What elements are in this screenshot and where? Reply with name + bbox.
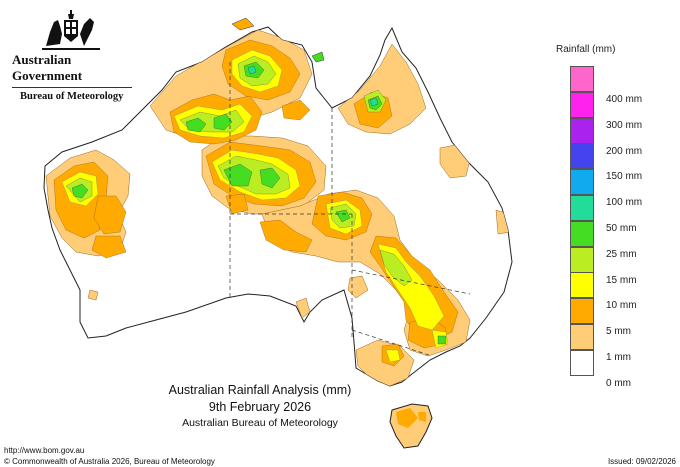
legend-title: Rainfall (mm) <box>556 44 616 55</box>
rainfall-layers <box>45 29 511 386</box>
copyright-notice: © Commonwealth of Australia 2026, Bureau… <box>4 457 215 466</box>
legend-label: 100 mm <box>606 197 643 209</box>
legend-label: 5 mm <box>606 326 631 338</box>
caption-source: Australian Bureau of Meteorology <box>182 417 338 429</box>
legend-label: 15 mm <box>606 274 637 286</box>
caption-date: 9th February 2026 <box>208 400 312 414</box>
tiwi-island-rain <box>231 17 255 31</box>
legend-label: 300 mm <box>606 119 643 131</box>
logo-divider <box>12 87 132 88</box>
coat-of-arms-icon <box>41 10 100 50</box>
legend-swatch <box>570 143 594 170</box>
government-logo: Australian Government Bureau of Meteorol… <box>8 8 133 102</box>
legend-label: 1 mm <box>606 352 631 363</box>
legend-label: 10 mm <box>606 300 637 312</box>
legend-label: 25 mm <box>606 248 637 260</box>
issued-date: Issued: 09/02/2026 <box>607 457 676 466</box>
legend-label: 150 mm <box>606 171 643 183</box>
tasmania-rain-5mm <box>396 408 418 428</box>
legend-swatch <box>570 324 594 350</box>
caption-title: Australian Rainfall Analysis (mm) <box>168 383 352 397</box>
legend-label: 400 mm <box>606 94 643 105</box>
legend-swatch <box>570 66 594 92</box>
map-caption: Australian Rainfall Analysis (mm) 9th Fe… <box>140 383 380 429</box>
legend-swatch <box>570 298 594 325</box>
legend-swatch <box>570 195 594 221</box>
website-link[interactable]: http://www.bom.gov.au <box>4 446 85 455</box>
legend-swatch <box>570 349 594 376</box>
agency-name: Bureau of Meteorology <box>20 91 124 102</box>
legend-swatch <box>570 91 594 118</box>
legend-swatch <box>570 220 594 247</box>
legend-swatch <box>570 169 594 196</box>
state-borders <box>229 62 471 357</box>
tasmania-rain-5mm-east <box>418 412 426 422</box>
government-title: Australian Government <box>12 52 83 83</box>
legend-swatch <box>570 246 594 273</box>
legend-label: 0 mm <box>606 377 631 389</box>
legend-label: 200 mm <box>606 145 643 157</box>
northern-island-rain <box>311 51 325 63</box>
rain-50mm-layer <box>247 65 379 107</box>
legend-swatch <box>570 272 594 299</box>
legend-label: 50 mm <box>606 223 637 234</box>
legend-swatch <box>570 117 594 144</box>
